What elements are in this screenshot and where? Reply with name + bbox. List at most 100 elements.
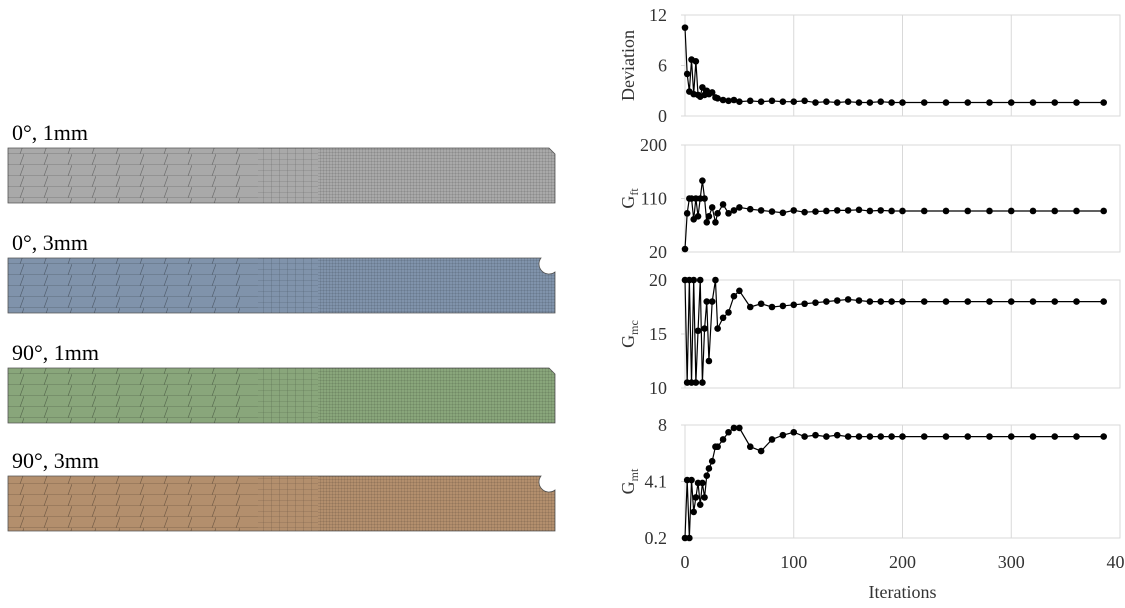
data-point bbox=[823, 298, 830, 305]
data-point bbox=[801, 300, 808, 307]
y-axis-label: Gmt bbox=[618, 468, 641, 494]
data-point bbox=[714, 210, 721, 217]
data-point bbox=[888, 298, 895, 305]
data-point bbox=[725, 429, 732, 436]
data-point bbox=[769, 98, 776, 105]
y-axis-label-sub: mc bbox=[627, 320, 641, 335]
data-point bbox=[964, 99, 971, 106]
data-point bbox=[888, 433, 895, 440]
data-point bbox=[693, 494, 700, 501]
mesh-mid bbox=[258, 148, 318, 203]
y-tick-label: 0.2 bbox=[645, 528, 668, 548]
data-point bbox=[695, 213, 702, 220]
data-point bbox=[888, 99, 895, 106]
data-point bbox=[877, 98, 884, 105]
data-point bbox=[747, 443, 754, 450]
data-point bbox=[758, 300, 765, 307]
data-point bbox=[1100, 433, 1107, 440]
mesh-fine bbox=[318, 476, 555, 531]
mesh-mid bbox=[258, 476, 318, 531]
x-tick-label: 300 bbox=[998, 552, 1025, 572]
mesh-fine bbox=[318, 368, 555, 423]
data-point bbox=[684, 71, 691, 78]
mesh-fine bbox=[318, 148, 555, 203]
data-point bbox=[856, 433, 863, 440]
data-point bbox=[943, 99, 950, 106]
data-point bbox=[812, 432, 819, 439]
data-point bbox=[701, 195, 708, 202]
data-point bbox=[769, 436, 776, 443]
mesh bbox=[8, 368, 555, 423]
data-point bbox=[899, 99, 906, 106]
data-point bbox=[697, 277, 704, 284]
data-point bbox=[736, 204, 743, 211]
data-point bbox=[845, 433, 852, 440]
data-point bbox=[736, 425, 743, 432]
data-point bbox=[845, 207, 852, 214]
data-point bbox=[943, 298, 950, 305]
data-point bbox=[682, 24, 689, 31]
y-tick-label: 4.1 bbox=[645, 472, 668, 492]
y-tick-label: 0 bbox=[658, 106, 667, 126]
data-line bbox=[685, 280, 1104, 383]
y-axis-label: Gmc bbox=[618, 320, 641, 348]
data-point bbox=[731, 293, 738, 300]
data-point bbox=[856, 206, 863, 213]
mesh-label: 90°, 1mm bbox=[12, 340, 99, 365]
data-point bbox=[712, 219, 719, 226]
data-point bbox=[1051, 433, 1058, 440]
data-point bbox=[725, 309, 732, 316]
data-point bbox=[899, 208, 906, 215]
data-point bbox=[699, 480, 706, 487]
data-point bbox=[693, 58, 700, 65]
mesh-label: 0°, 1mm bbox=[12, 120, 88, 145]
data-point bbox=[1030, 298, 1037, 305]
data-point bbox=[758, 98, 765, 105]
mesh-coarse bbox=[8, 476, 258, 531]
data-point bbox=[943, 208, 950, 215]
data-point bbox=[1073, 298, 1080, 305]
x-tick-label: 200 bbox=[889, 552, 916, 572]
data-point bbox=[1073, 208, 1080, 215]
data-point bbox=[1051, 99, 1058, 106]
x-tick-label: 100 bbox=[780, 552, 807, 572]
data-point bbox=[867, 208, 874, 215]
data-point bbox=[790, 207, 797, 214]
data-point bbox=[1051, 208, 1058, 215]
data-point bbox=[706, 465, 713, 472]
data-point bbox=[701, 494, 708, 501]
data-point bbox=[921, 298, 928, 305]
mesh-label: 90°, 3mm bbox=[12, 448, 99, 473]
data-point bbox=[682, 246, 689, 253]
data-point bbox=[709, 298, 716, 305]
data-point bbox=[877, 207, 884, 214]
data-point bbox=[812, 208, 819, 215]
y-axis-label: Deviation bbox=[618, 30, 638, 101]
mesh-label: 0°, 3mm bbox=[12, 230, 88, 255]
data-point bbox=[780, 209, 787, 216]
figure: 0°, 1mm0°, 3mm90°, 1mm90°, 3mm0612Deviat… bbox=[0, 0, 1125, 608]
y-axis-label-main: G bbox=[618, 196, 638, 209]
y-tick-label: 20 bbox=[649, 242, 667, 262]
y-axis-label-main: Deviation bbox=[618, 30, 638, 101]
y-axis-label-main: G bbox=[618, 481, 638, 494]
data-point bbox=[921, 433, 928, 440]
data-point bbox=[736, 288, 743, 295]
y-tick-label: 15 bbox=[649, 324, 667, 344]
y-tick-label: 8 bbox=[658, 415, 667, 435]
data-point bbox=[790, 98, 797, 105]
data-point bbox=[1008, 208, 1015, 215]
data-point bbox=[1030, 99, 1037, 106]
data-point bbox=[703, 219, 710, 226]
data-point bbox=[747, 304, 754, 311]
data-point bbox=[834, 99, 841, 106]
y-axis-label-sub: mt bbox=[627, 468, 641, 481]
data-point bbox=[834, 432, 841, 439]
data-point bbox=[701, 325, 708, 332]
data-point bbox=[834, 207, 841, 214]
data-line bbox=[685, 428, 1104, 538]
data-point bbox=[686, 535, 693, 542]
mesh bbox=[8, 148, 555, 203]
data-point bbox=[720, 315, 727, 322]
data-point bbox=[1073, 433, 1080, 440]
